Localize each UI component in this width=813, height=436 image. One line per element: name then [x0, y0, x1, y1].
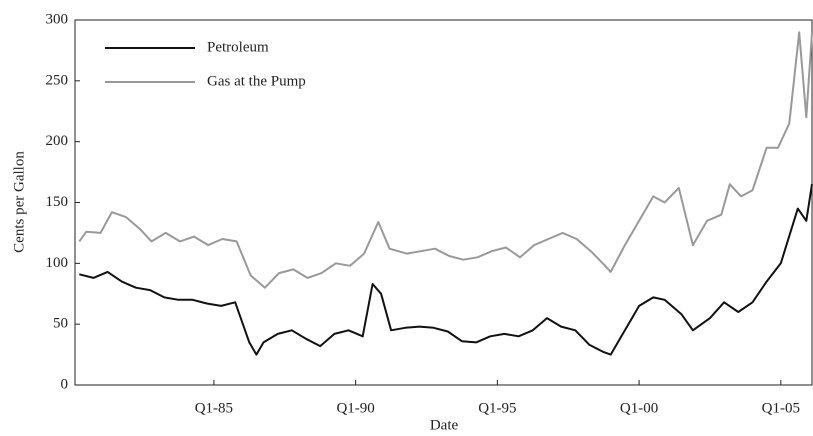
y-tick-label: 250 [46, 72, 69, 88]
y-tick-label: 100 [46, 255, 69, 271]
data-line [78, 31, 813, 289]
y-axis-label: Cents per Gallon [11, 151, 27, 253]
x-tick-label: Q1-85 [195, 400, 233, 416]
x-tick-label: Q1-95 [478, 400, 516, 416]
y-tick-label: 0 [61, 376, 69, 392]
legend-label: Gas at the Pump [207, 73, 306, 89]
data-line [79, 184, 813, 356]
y-tick-label: 300 [46, 11, 69, 27]
x-axis-label: Date [430, 417, 459, 433]
y-tick-label: 50 [53, 316, 68, 332]
x-tick-label: Q1-00 [620, 400, 658, 416]
x-tick-label: Q1-05 [762, 400, 800, 416]
legend-label: Petroleum [207, 39, 269, 55]
x-tick-label: Q1-90 [336, 400, 374, 416]
y-tick-label: 150 [46, 194, 69, 210]
y-tick-label: 200 [46, 133, 69, 149]
